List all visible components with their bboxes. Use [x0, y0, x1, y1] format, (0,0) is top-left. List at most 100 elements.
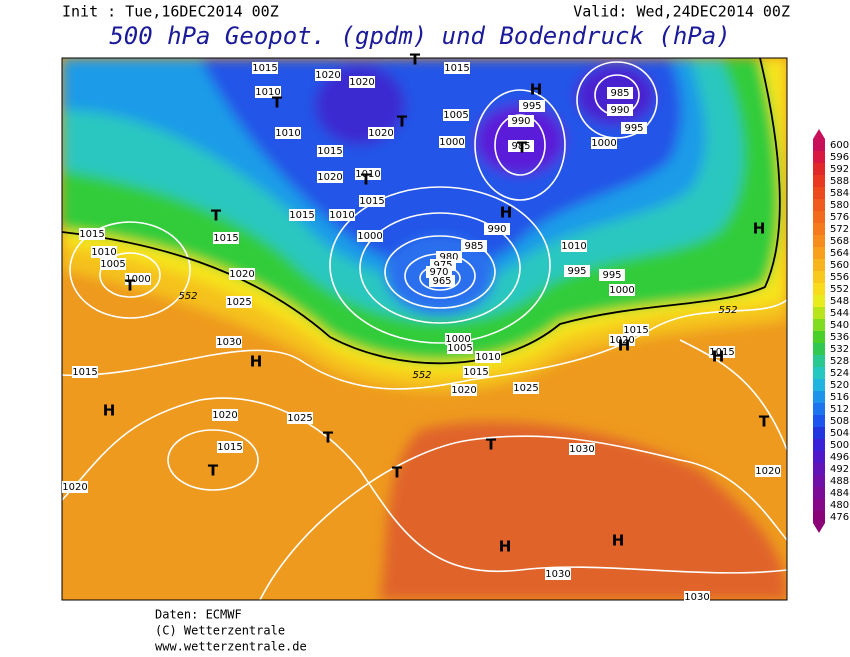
colorbar-label: 532	[830, 344, 849, 355]
colorbar-tip	[813, 129, 825, 139]
colorbar-label: 484	[830, 488, 849, 499]
pressure-value: 965	[432, 276, 451, 287]
pressure-value: 990	[511, 116, 530, 127]
pressure-label: 1020	[349, 76, 375, 88]
label-box	[461, 240, 487, 252]
label-box	[91, 246, 117, 258]
pressure-label: 1015	[72, 366, 98, 378]
pressure-label: 1015	[444, 62, 470, 74]
pressure-value: 1015	[463, 367, 488, 378]
pressure-value: 990	[610, 105, 629, 116]
label-box	[755, 465, 781, 477]
colorbar-swatch	[813, 163, 825, 175]
init-time: Init : Tue,16DEC2014 00Z	[62, 3, 279, 21]
pressure-value: 1000	[609, 285, 634, 296]
pressure-value: 1005	[100, 259, 125, 270]
pressure-label: 1010	[561, 240, 587, 252]
pressure-label: 1020	[368, 127, 394, 139]
pressure-center: H	[618, 337, 631, 355]
colorbar-swatch	[813, 379, 825, 391]
pressure-center: H	[530, 81, 543, 99]
pressure-value: 1000	[445, 334, 470, 345]
pressure-center: H	[499, 538, 512, 556]
colorbar-label: 548	[830, 296, 849, 307]
pressure-center: T	[410, 51, 421, 69]
pressure-value: 1020	[317, 172, 342, 183]
pressure-label: 1015	[252, 62, 278, 74]
colorbar-swatch	[813, 319, 825, 331]
pressure-value: 1020	[349, 77, 374, 88]
pressure-center: T	[759, 413, 770, 431]
pressure-value: 1020	[62, 482, 87, 493]
pressure-value: 985	[464, 241, 483, 252]
isobar	[474, 89, 566, 201]
colorbar: 6005965925885845805765725685645605565525…	[813, 129, 849, 533]
colorbar-label: 492	[830, 464, 849, 475]
pressure-value: 1010	[355, 169, 380, 180]
pressure-value: 980	[439, 252, 458, 263]
colorbar-swatch	[813, 235, 825, 247]
pressure-label: 985	[508, 140, 534, 152]
pressure-value: 1030	[545, 569, 570, 580]
pressure-center: T	[208, 462, 219, 480]
pressure-label: 1005	[447, 342, 473, 354]
label-box	[443, 109, 469, 121]
pressure-value: 995	[624, 123, 643, 134]
label-box	[684, 591, 710, 603]
colorbar-swatch	[813, 259, 825, 271]
pressure-center: H	[500, 204, 513, 222]
pressure-value: 1010	[275, 128, 300, 139]
label-box	[609, 334, 635, 346]
colorbar-label: 488	[830, 476, 849, 487]
pressure-value: 1015	[213, 233, 238, 244]
pressure-label: 1030	[216, 336, 242, 348]
label-box	[255, 86, 281, 98]
pressure-value: 1020	[609, 335, 634, 346]
pressure-label: 1020	[229, 268, 255, 280]
label-box	[709, 346, 735, 358]
pressure-value: 1000	[591, 138, 616, 149]
label-box	[79, 228, 105, 240]
data-source: Daten: ECMWF	[155, 608, 242, 622]
pressure-value: 995	[567, 266, 586, 277]
label-box	[368, 127, 394, 139]
pressure-value: 1025	[226, 297, 251, 308]
pressure-label: 1015	[709, 346, 735, 358]
pressure-label: 1015	[217, 441, 243, 453]
colorbar-swatch	[813, 439, 825, 451]
pressure-value: 1010	[475, 352, 500, 363]
label-box	[591, 137, 617, 149]
colorbar-label: 596	[830, 152, 849, 163]
pressure-value: 1010	[561, 241, 586, 252]
colorbar-label: 568	[830, 236, 849, 247]
label-box	[349, 76, 375, 88]
pressure-label: 1010	[355, 168, 381, 180]
pressure-value: 985	[610, 88, 629, 99]
pressure-label: 985	[461, 240, 487, 252]
pressure-value: 990	[487, 224, 506, 235]
map-field	[62, 58, 787, 600]
label-box	[125, 273, 151, 285]
label-box	[508, 115, 534, 127]
pressure-label: 1010	[255, 86, 281, 98]
pressure-label: 1015	[289, 209, 315, 221]
pressure-center: H	[612, 532, 625, 550]
colorbar-label: 508	[830, 416, 849, 427]
pressure-label: 1000	[439, 136, 465, 148]
height-label: 552	[178, 291, 197, 302]
pressure-label: 1020	[62, 481, 88, 493]
website: www.wetterzentrale.de	[155, 640, 307, 654]
valid-time: Valid: Wed,24DEC2014 00Z	[573, 3, 790, 21]
pressure-label: 1000	[591, 137, 617, 149]
colorbar-swatch	[813, 415, 825, 427]
pressure-value: 1000	[357, 231, 382, 242]
colorbar-label: 576	[830, 212, 849, 223]
colorbar-swatch	[813, 175, 825, 187]
pressure-label: 995	[599, 269, 625, 281]
colorbar-swatch	[813, 139, 825, 151]
pressure-label: 1000	[125, 273, 151, 285]
field-low-3	[315, 65, 405, 145]
colorbar-label: 540	[830, 320, 849, 331]
pressure-center: H	[712, 348, 725, 366]
